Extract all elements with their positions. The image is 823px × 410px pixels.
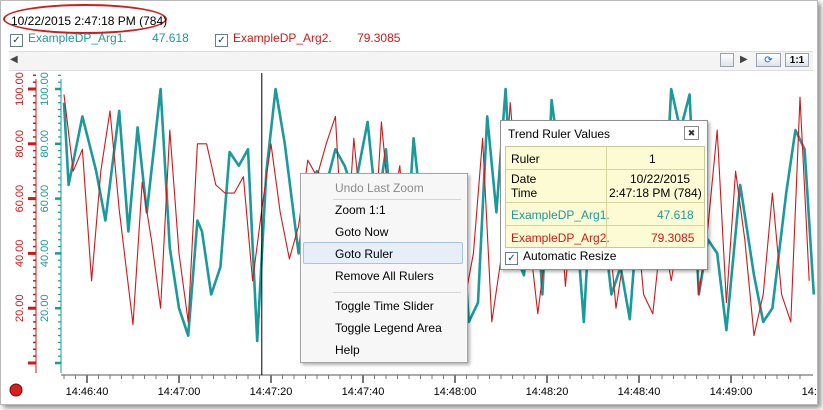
legend-arg2-name: ExampleDP_Arg2.: [233, 31, 332, 45]
scroll-box[interactable]: [720, 53, 734, 67]
legend-arg1-name: ExampleDP_Arg1.: [28, 31, 127, 45]
x-axis-major-tick: [546, 375, 548, 383]
ruler-label: Ruler: [511, 152, 540, 166]
table-divider: [506, 169, 704, 170]
y-axis-red-tick-label: 40.00: [14, 240, 26, 268]
x-axis-tick-label: 14:48:20: [526, 386, 569, 398]
table-divider: [506, 225, 704, 226]
automatic-resize-option[interactable]: ✓ Automatic Resize: [505, 249, 616, 265]
legend-arg1-value: 47.618: [152, 31, 189, 45]
x-axis-major-tick: [86, 375, 88, 383]
menu-highlight: [303, 242, 463, 264]
table-divider: [506, 202, 704, 203]
x-axis-tick-label: 14:47:20: [250, 386, 293, 398]
x-axis-tick-label: 14:48:00: [434, 386, 477, 398]
menu-separator: [333, 199, 461, 200]
x-axis-tick-label: 14:47:40: [342, 386, 385, 398]
scroll-right-icon[interactable]: ▶: [740, 54, 748, 65]
x-axis-tick-label: 14:49:20: [802, 386, 817, 398]
x-axis-tick-label: 14:48:40: [618, 386, 661, 398]
error-icon: [9, 383, 23, 397]
legend-arg1-checkbox[interactable]: ✓: [10, 34, 23, 47]
menu-goto-ruler[interactable]: Goto Ruler: [335, 247, 394, 261]
y-axis-red-tick-label: 20.00: [14, 294, 26, 322]
y-axis-teal-tick-label: 100.00: [39, 72, 51, 106]
x-axis-major-tick: [454, 375, 456, 383]
timestamp-highlight-ellipse: [3, 4, 167, 34]
arg2-label: ExampleDP_Arg2.: [511, 231, 610, 245]
y-axis-teal-tick-label: 60.00: [39, 185, 51, 213]
x-axis-major-tick: [730, 375, 732, 383]
time-slider-bar: ◀ ▶ ⟳ 1:1: [9, 51, 813, 71]
date-value: 10/22/2015: [630, 172, 691, 186]
ruler-timestamp: 10/22/2015 2:47:18 PM (784): [11, 14, 168, 28]
x-axis-major-tick: [638, 375, 640, 383]
ruler-value: 1: [649, 152, 656, 166]
x-axis-tick-label: 14:47:00: [158, 386, 201, 398]
ruler-panel-title: Trend Ruler Values: [508, 127, 611, 141]
y-axis-red-tick-label: 100.00: [14, 72, 26, 106]
trend-ruler-values-panel: Trend Ruler Values ✖ Ruler 1 Date Time 1…: [500, 120, 708, 270]
menu-separator: [333, 292, 461, 293]
x-axis-tick-label: 14:46:40: [66, 386, 109, 398]
legend-arg2-checkbox[interactable]: ✓: [215, 34, 228, 47]
y-axis-red-tick-label: 80.00: [14, 130, 26, 158]
arg1-label: ExampleDP_Arg1.: [511, 208, 610, 222]
table-divider: [606, 147, 607, 247]
automatic-resize-label: Automatic Resize: [523, 249, 617, 263]
y-axis-red-tick-label: 60.00: [14, 185, 26, 213]
y-axis-teal-tick-label: 20.00: [39, 294, 51, 322]
menu-remove-all-rulers[interactable]: Remove All Rulers: [335, 269, 434, 283]
x-axis-major-tick: [178, 375, 180, 383]
context-menu: Undo Last Zoom Zoom 1:1 Goto Now Goto Ru…: [300, 173, 468, 363]
x-axis-major-tick: [270, 375, 272, 383]
x-axis-tick-label: 14:49:00: [710, 386, 753, 398]
zoom-1-1-button[interactable]: 1:1: [785, 53, 809, 67]
x-axis-major-tick: [362, 375, 364, 383]
automatic-resize-checkbox[interactable]: ✓: [505, 252, 518, 265]
ruler-values-table: Ruler 1 Date Time 10/22/2015 2:47:18 PM …: [505, 146, 705, 248]
y-axis-teal-tick-label: 40.00: [39, 240, 51, 268]
refresh-icon[interactable]: ⟳: [756, 53, 781, 67]
y-axis-teal-tick-label: 80.00: [39, 130, 51, 158]
time-label: Time: [511, 186, 538, 200]
legend-item-arg2[interactable]: ✓ ExampleDP_Arg2. 79.3085: [215, 31, 400, 47]
menu-zoom-1-1[interactable]: Zoom 1:1: [335, 203, 386, 217]
scroll-left-icon[interactable]: ◀: [10, 54, 18, 65]
menu-undo-last-zoom[interactable]: Undo Last Zoom: [335, 181, 424, 195]
menu-toggle-time-slider[interactable]: Toggle Time Slider: [335, 299, 434, 313]
legend-arg2-value: 79.3085: [357, 31, 401, 45]
close-icon[interactable]: ✖: [684, 126, 699, 140]
menu-goto-now[interactable]: Goto Now: [335, 225, 389, 239]
menu-toggle-legend-area[interactable]: Toggle Legend Area: [335, 321, 442, 335]
menu-help[interactable]: Help: [335, 343, 360, 357]
legend-item-arg1[interactable]: ✓ ExampleDP_Arg1. 47.618: [10, 31, 189, 47]
arg1-value: 47.618: [657, 208, 694, 222]
date-label: Date: [511, 172, 537, 186]
arg2-value: 79.3085: [651, 231, 695, 245]
time-value: 2:47:18 PM (784): [609, 186, 702, 200]
